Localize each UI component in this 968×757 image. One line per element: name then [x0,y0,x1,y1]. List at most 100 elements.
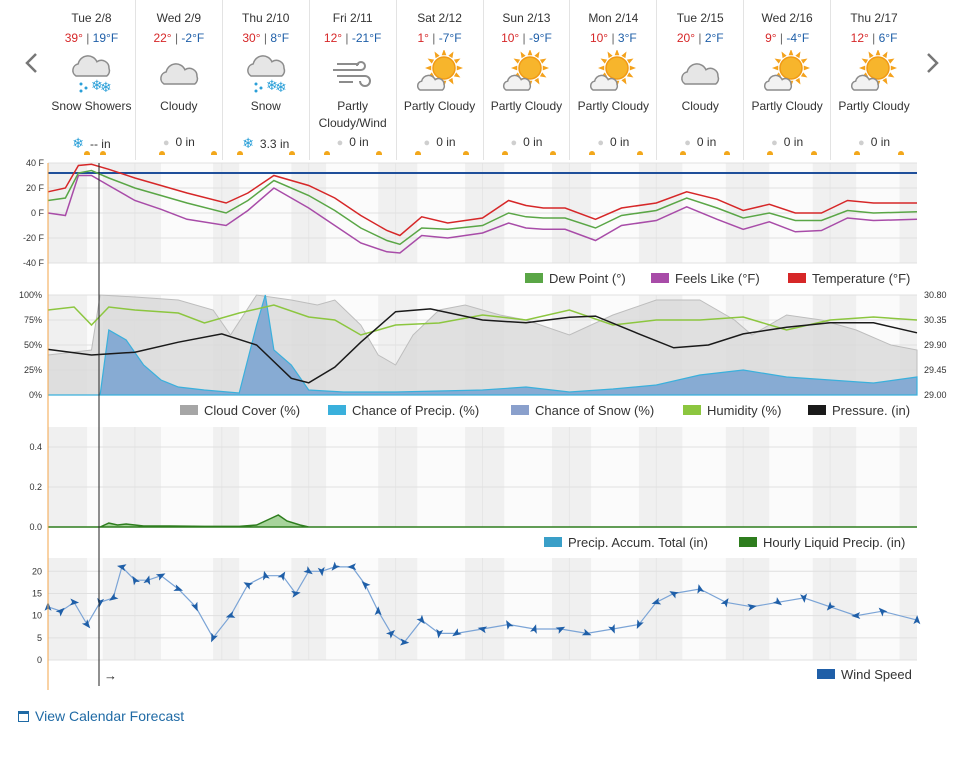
sunrise-icon [84,151,91,155]
wind-ytick: 10 [32,611,42,621]
legend-wind-speed[interactable]: Wind Speed [817,667,912,682]
day-8[interactable]: Wed 2/16 9° | -4°F Partly Cloudy ● 0 in [743,0,830,160]
wind-direction-arrow [697,584,705,594]
legend-feels-like-f[interactable]: Feels Like (°F) [651,271,760,286]
legend-humidity[interactable]: Humidity (%) [683,403,781,418]
day-2[interactable]: Thu 2/10 30° | 8°F ❄ ❄ Snow ❄ 3.3 in [221,0,309,160]
prev-days-button[interactable] [22,48,42,78]
wind-direction-arrow [331,561,341,571]
wind-direction-arrow [477,626,488,634]
wind-direction-arrow [772,597,782,606]
day-temps: 10° | -9°F [501,31,552,45]
precip-value: 0 in [436,135,456,149]
day-5[interactable]: Sun 2/13 10° | -9°F Partly Cloudy ● 0 in [482,0,570,160]
day-0[interactable]: Tue 2/8 39° | 19°F ❄ ❄ Snow Showers ❄ -- i… [48,0,135,160]
wind-ytick: 20 [32,566,42,576]
wind-direction-arrow [277,571,286,581]
sunset-icon [897,151,904,155]
wind-ytick: 0 [37,655,42,665]
condition-label: Partly Cloudy [577,99,650,113]
condition-label: Snow Showers [51,99,132,113]
wind-direction-arrow [530,624,537,634]
legend-cloud-cover[interactable]: Cloud Cover (%) [180,403,300,418]
precip-amount: ❄ -- in [48,135,135,152]
raindrop-icon: ● [510,137,518,149]
day-6[interactable]: Mon 2/14 10° | 3°F Partly Cloudy ● 0 in [569,0,656,160]
precip-value: 0 in [870,135,891,149]
day-temps: 10° | 3°F [589,31,637,45]
sky-ytick: 50% [24,340,42,350]
wind-direction-arrow [291,590,301,598]
night-band [899,427,917,527]
weather-icon [589,49,637,94]
day-1[interactable]: Wed 2/9 22° | -2°F Cloudy ● 0 in [134,0,222,160]
sunrise-icon [415,151,422,155]
day-4[interactable]: Sat 2/12 1° | -7°F Partly Cloudy ● 0 in [395,0,483,160]
low-temp: 3°F [617,31,637,45]
sun-times [744,151,830,159]
day-9[interactable]: Thu 2/17 12° | 6°F Partly Cloudy ● 0 in [830,0,917,160]
sky-ytick: 100% [19,290,42,300]
precip-value: 0 in [349,135,369,149]
sun-times [484,151,570,159]
precip-value: -- in [89,137,111,151]
night-band [213,427,240,527]
temp-ytick: 0 F [31,208,45,218]
wind-direction-arrow [211,632,218,643]
condition-label: Partly Cloudy [490,99,563,113]
legend-chance-of-precip[interactable]: Chance of Precip. (%) [328,403,479,418]
day-name: Sat 2/12 [417,11,462,25]
raindrop-icon: ● [336,137,344,149]
svg-text:❄: ❄ [266,77,278,93]
svg-text:Hourly Liquid Precip. (in): Hourly Liquid Precip. (in) [763,535,905,550]
sun-times [397,151,483,159]
legend-dew-point[interactable]: Dew Point (°) [525,271,626,286]
wind-direction-arrow [452,628,462,637]
sky-ytick: 0% [29,390,42,400]
wind-direction-arrow [416,614,425,625]
wind-direction-arrow [878,607,888,617]
precip-amount: ● 0 in [657,135,743,149]
wind-direction-arrow [347,563,357,571]
svg-text:Pressure. (in): Pressure. (in) [832,403,910,418]
sun-times [570,151,656,159]
wind-direction-arrow [117,564,127,572]
legend-chance-of-snow[interactable]: Chance of Snow (%) [511,403,654,418]
hourly-precip-area [48,514,917,528]
partly-cloudy-icon [590,49,637,91]
wind-direction-arrow [555,626,566,634]
raindrop-icon: ● [597,137,604,149]
temp-ytick: 20 F [26,183,45,193]
night-band [378,558,418,660]
next-days-button[interactable] [922,48,942,78]
svg-text:Precip. Accum. Total (in): Precip. Accum. Total (in) [568,535,708,550]
legend-pressure-in[interactable]: Pressure. (in) [808,403,910,418]
sunrise-icon [680,151,687,155]
sun-times [48,151,135,159]
view-calendar-forecast-link[interactable]: View Calendar Forecast [18,708,184,724]
legend-temperature-f[interactable]: Temperature (°F) [788,271,910,286]
sunset-icon [99,151,106,155]
sun-times [223,151,309,159]
low-temp: -7°F [438,31,462,45]
day-3[interactable]: Fri 2/11 12° | -21°F Partly Cloudy/Wind … [308,0,396,160]
series-dew-point- [47,169,918,246]
calendar-icon [18,711,29,722]
sunrise-icon [324,151,331,155]
wind-direction-arrow [317,566,325,577]
wind-direction-arrow [374,606,382,616]
wind-direction-arrow [913,615,921,625]
sun-times [831,151,917,159]
day-7[interactable]: Tue 2/15 20° | 2°F Cloudy ● 0 in [656,0,743,160]
temp-ytick: -40 F [23,258,45,268]
raindrop-icon: ● [684,137,691,149]
low-temp: -2°F [181,31,205,45]
legend-precip-accum-total-in[interactable]: Precip. Accum. Total (in) [544,535,708,550]
legend-hourly-liquid-precip-in[interactable]: Hourly Liquid Precip. (in) [739,535,905,550]
snowflake-icon: ❄ [72,135,84,151]
partly-cloudy-icon [764,49,811,91]
precip-amount: ● 0 in [136,135,222,149]
sun-times [657,151,743,159]
weather-icon [676,50,724,94]
wind-direction-arrow [303,566,313,575]
